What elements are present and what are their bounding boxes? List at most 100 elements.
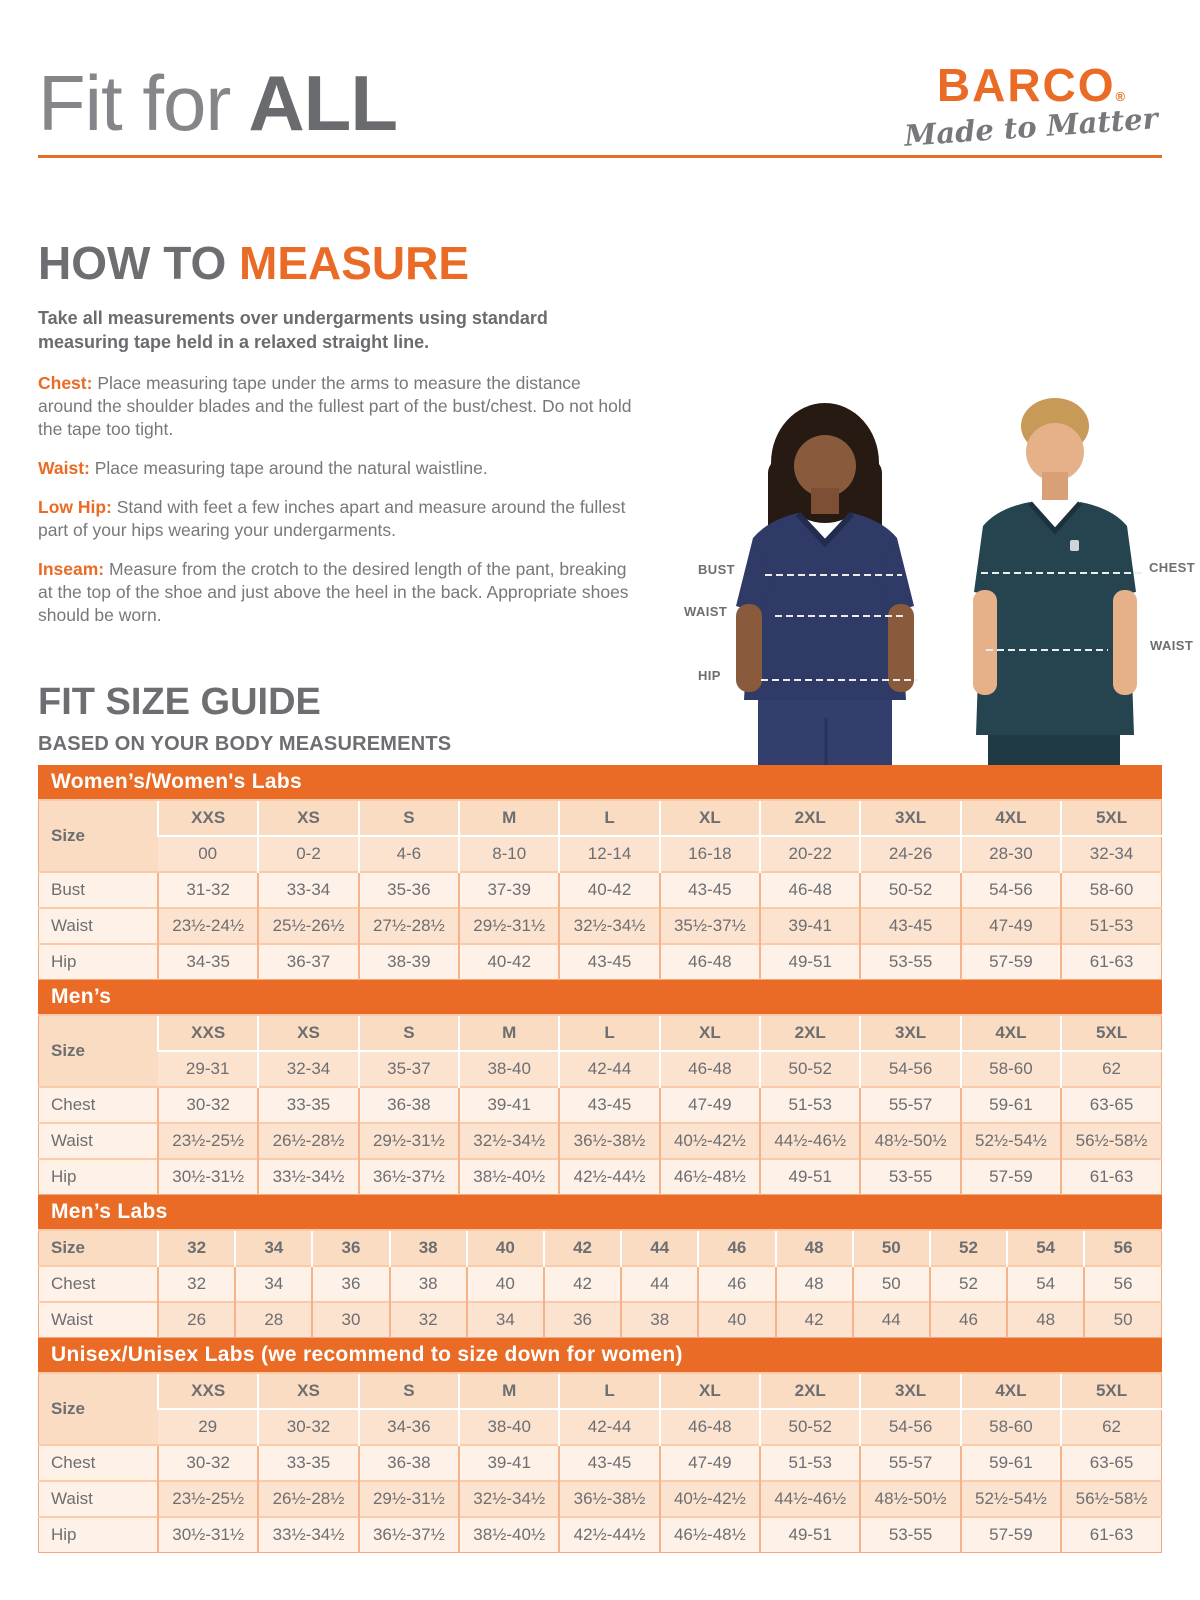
table-cell: 36½-38½ <box>558 1121 660 1159</box>
table-cell: L <box>558 798 660 836</box>
table-cell: 43-45 <box>859 906 961 944</box>
step-label-waist: Waist: <box>38 457 90 478</box>
table-cell: 36½-37½ <box>357 1157 460 1195</box>
table-cell: 48 <box>774 1264 853 1302</box>
table-cell: 5XL <box>1060 1371 1162 1409</box>
table-cell: Hip <box>38 1157 158 1195</box>
brand-wordmark: BARCO <box>936 59 1116 111</box>
chest-label: CHEST <box>1149 560 1196 575</box>
table-cell: 49-51 <box>759 1157 861 1195</box>
table-cell: XL <box>658 1371 761 1409</box>
measure-intro: Take all measurements over undergarments… <box>38 308 548 353</box>
table-cell: 31-32 <box>156 870 259 908</box>
table-cell: 46-48 <box>658 1407 761 1445</box>
page-title-bold: ALL <box>248 59 398 147</box>
table-cell: 3XL <box>859 1371 961 1409</box>
table-cell: 34 <box>234 1264 313 1302</box>
table-row: Chest 30-32 33-35 36-38 39-41 43-45 47-49 51-53… <box>38 1443 1162 1481</box>
table-cell: 40-42 <box>458 942 560 980</box>
table-cell: 50 <box>851 1264 930 1302</box>
table-cell: 56 <box>1083 1264 1162 1302</box>
brand-name: BARCO® <box>904 62 1158 108</box>
table-cell: 38 <box>388 1264 467 1302</box>
table-row: Waist 26 28 30 32 34 36 38 40 42 44 46 48 50 <box>38 1300 1162 1338</box>
table-cell: 46-48 <box>759 870 861 908</box>
table-cell: 44½-46½ <box>759 1121 861 1159</box>
table-cell: 62 <box>1060 1407 1162 1445</box>
table-cell: 59-61 <box>959 1443 1062 1481</box>
table-cell: 56 <box>1083 1228 1162 1266</box>
table-cell: 27½-28½ <box>357 906 460 944</box>
table-cell: 40½-42½ <box>658 1479 761 1517</box>
table-section-title: Women’s/Women's Labs <box>38 764 1162 799</box>
table-cell: 32 <box>156 1264 236 1302</box>
registered-mark-icon: ® <box>1115 89 1126 104</box>
table-cell: 26½-28½ <box>257 1121 359 1159</box>
table-cell: 23½-25½ <box>156 1479 259 1517</box>
hip-label: HIP <box>698 668 721 683</box>
table-cell: 38-40 <box>458 1049 560 1087</box>
table-cell: 32 <box>156 1228 236 1266</box>
table-cell: 5XL <box>1060 798 1162 836</box>
table-cell: 25½-26½ <box>257 906 359 944</box>
table-cell: 12-14 <box>558 834 660 872</box>
table-cell: 56½-58½ <box>1060 1479 1162 1517</box>
table-cell: 46-48 <box>658 1049 761 1087</box>
bust-label: BUST <box>698 562 735 577</box>
table-cell: 29½-31½ <box>357 1121 460 1159</box>
table-cell: 40-42 <box>558 870 660 908</box>
table-cell: 23½-25½ <box>156 1121 259 1159</box>
table-cell: 51-53 <box>759 1443 861 1481</box>
table-cell: S <box>357 798 460 836</box>
table-cell: Hip <box>38 942 158 980</box>
table-cell: 51-53 <box>1060 906 1162 944</box>
table-cell: XXS <box>156 1013 259 1051</box>
table-cell: 49-51 <box>759 1515 861 1553</box>
table-cell: 42 <box>542 1228 622 1266</box>
table-cell: M <box>458 1013 560 1051</box>
table-cell: 43-45 <box>558 1443 660 1481</box>
table-cell: Chest <box>38 1264 158 1302</box>
how-to-measure-title: HOW TO MEASURE <box>38 240 634 286</box>
table-cell: 4-6 <box>357 834 460 872</box>
size-table: Size XXS XS S M L XL 2XL 3XL 4XL 5XL 29-31 32-34 35-3… <box>38 1013 1162 1195</box>
table-cell: 00 <box>158 834 259 872</box>
orange-divider <box>38 155 1162 158</box>
table-cell: 40½-42½ <box>658 1121 761 1159</box>
table-cell: 30-32 <box>156 1443 259 1481</box>
table-cell: 61-63 <box>1060 1515 1162 1553</box>
measure-step-low-hip: Low Hip: Stand with feet a few inches ap… <box>38 496 634 542</box>
measurement-lines <box>761 572 1143 681</box>
table-cell: 52 <box>928 1228 1008 1266</box>
table-section-title: Unisex/Unisex Labs (we recommend to size… <box>38 1337 1162 1372</box>
step-text-inseam: Measure from the crotch to the desired l… <box>38 559 629 626</box>
table-cell: Size <box>38 798 158 872</box>
table-cell: 53-55 <box>859 1515 961 1553</box>
table-cell: Waist <box>38 906 158 944</box>
table-cell: 50-52 <box>759 1049 861 1087</box>
table-cell: 44 <box>620 1228 699 1266</box>
waist-left-label: WAIST <box>684 604 728 619</box>
table-cell: 26 <box>156 1300 236 1338</box>
table-cell: 34 <box>465 1300 544 1338</box>
table-cell: S <box>357 1371 460 1409</box>
table-cell: Size <box>38 1228 158 1266</box>
table-cell: 62 <box>1060 1049 1162 1087</box>
table-cell: 42-44 <box>558 1049 660 1087</box>
how-to-measure-section: HOW TO MEASURE Take all measurements ove… <box>38 240 634 643</box>
table-cell: 36-38 <box>357 1085 460 1123</box>
table-cell: 36 <box>311 1228 390 1266</box>
table-cell: 39-41 <box>458 1443 560 1481</box>
table-cell: XL <box>658 1013 761 1051</box>
table-cell: Chest <box>38 1443 158 1481</box>
fit-size-guide-title: FIT SIZE GUIDE <box>38 681 321 723</box>
table-cell: 37-39 <box>458 870 560 908</box>
table-cell: 38-39 <box>357 942 460 980</box>
table-row: 00 0-2 4-6 8-10 12-14 16-18 20-22 24-26 28-30 32-… <box>39 834 1162 872</box>
table-cell: 30-32 <box>156 1085 259 1123</box>
table-cell: 36 <box>542 1300 622 1338</box>
table-cell: 57-59 <box>959 1157 1062 1195</box>
table-cell: 4XL <box>959 1013 1062 1051</box>
table-cell: M <box>458 798 560 836</box>
